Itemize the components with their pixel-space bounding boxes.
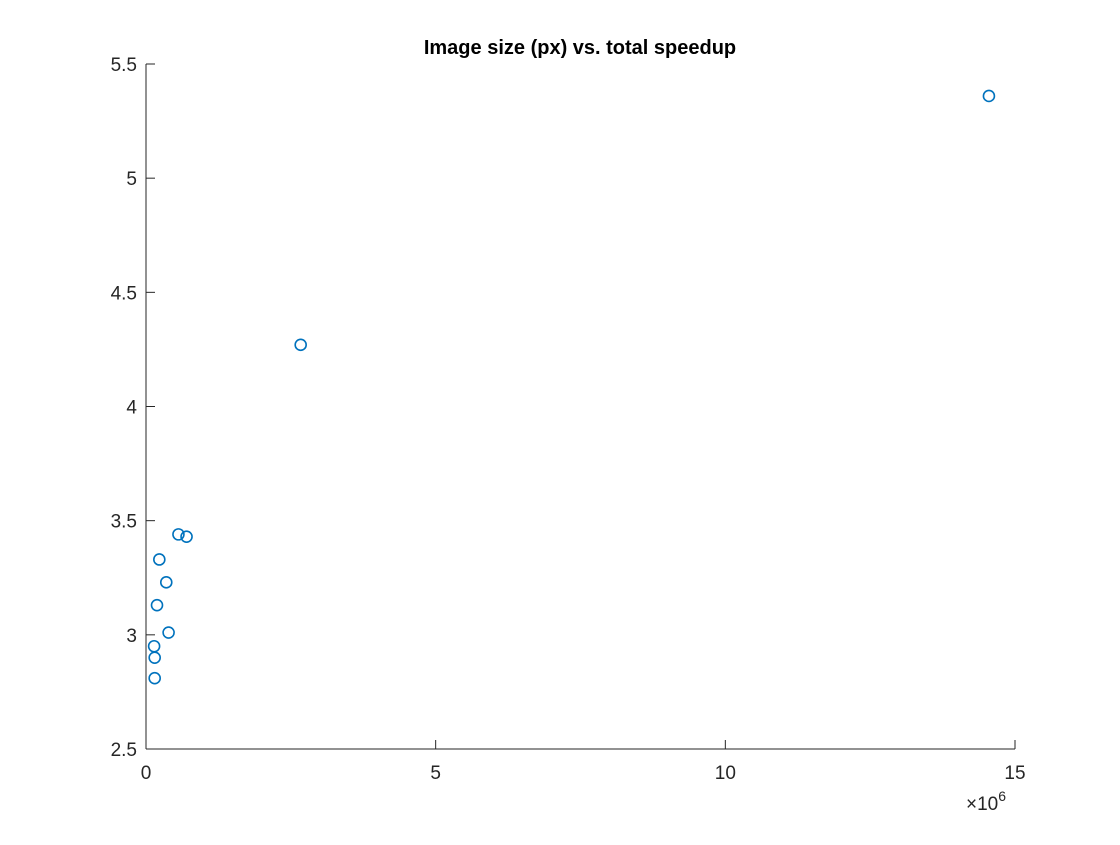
y-tick-label: 4.5 [111, 283, 137, 304]
y-tick-label: 4 [126, 398, 137, 419]
axes [145, 64, 1015, 750]
y-ticks: 2.5 3 3.5 4 4.5 5 5.5 [111, 55, 155, 761]
x-exponent-power: 6 [998, 788, 1006, 804]
x-ticks: 0 5 10 15 [141, 740, 1026, 784]
x-tick-label: 15 [1004, 763, 1025, 784]
y-tick-label: 5.5 [111, 55, 137, 76]
y-tick-label: 3 [126, 626, 137, 647]
data-point [162, 626, 175, 639]
y-tick-label: 3.5 [111, 512, 137, 533]
data-point [148, 651, 161, 664]
data-points [147, 89, 996, 685]
chart-title: Image size (px) vs. total speedup [424, 37, 736, 59]
y-tick-label: 5 [126, 169, 137, 190]
data-point [150, 598, 164, 612]
data-point [294, 338, 307, 352]
x-exponent-label: ×106 [966, 788, 1006, 815]
data-point [172, 528, 185, 541]
y-tick-label: 2.5 [111, 740, 137, 761]
x-tick-label: 5 [430, 763, 441, 784]
x-tick-label: 0 [141, 763, 152, 784]
data-point [180, 530, 193, 543]
data-point [153, 553, 166, 566]
data-point [159, 576, 173, 589]
data-point [148, 671, 161, 685]
x-exponent-base: ×10 [966, 794, 998, 815]
data-point [982, 89, 996, 103]
x-tick-label: 10 [715, 763, 736, 784]
data-point [147, 639, 161, 653]
